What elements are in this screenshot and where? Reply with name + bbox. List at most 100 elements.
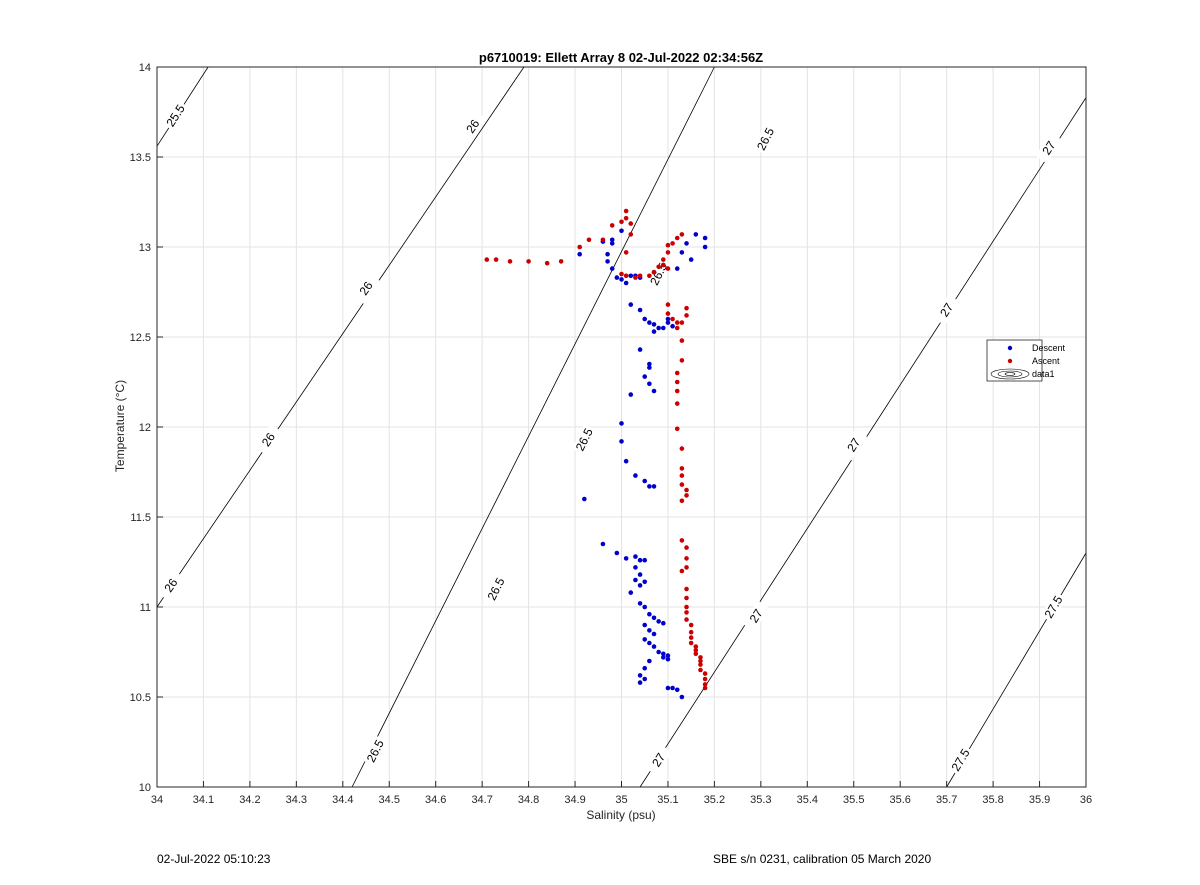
point-ascent (674, 325, 680, 331)
point-ascent (684, 586, 689, 592)
point-ascent (628, 221, 634, 226)
y-tick-label: 12 (139, 422, 151, 434)
point-ascent (679, 498, 685, 504)
y-tick-label: 11.5 (130, 512, 151, 524)
point-ascent (693, 644, 699, 649)
point-ascent (679, 473, 685, 478)
contour-label-bg (362, 735, 388, 767)
point-ascent (684, 595, 689, 601)
point-ascent (674, 379, 680, 385)
point-descent (679, 694, 685, 700)
x-tick-label: 34.9 (564, 794, 585, 806)
chart-title: p6710019: Ellett Array 8 02-Jul-2022 02:… (479, 50, 763, 65)
point-ascent (698, 655, 703, 660)
point-ascent (674, 426, 680, 432)
point-descent (642, 478, 648, 484)
legend: Descent Ascent data1 (986, 339, 1066, 382)
point-ascent (507, 259, 513, 264)
point-ascent (637, 273, 643, 279)
x-tick-label: 35.8 (982, 794, 1003, 806)
point-descent (600, 541, 606, 547)
y-tick-label: 11 (140, 602, 151, 614)
point-ascent (698, 667, 703, 673)
legend-label-data1: data1 (1032, 369, 1055, 379)
point-ascent (493, 257, 499, 262)
contour-label-bg (752, 123, 779, 155)
point-ascent (684, 556, 689, 561)
point-ascent (623, 215, 629, 221)
point-ascent (558, 259, 564, 264)
point-descent (609, 266, 615, 271)
contour-line-26.5 (351, 66, 715, 788)
point-descent (656, 325, 661, 331)
point-descent (633, 473, 638, 478)
contour-label-bg (947, 744, 974, 776)
point-descent (637, 557, 643, 563)
point-ascent (702, 671, 708, 676)
point-ascent (684, 487, 689, 493)
contour-label-bg (352, 272, 380, 304)
point-descent (637, 347, 643, 352)
point-descent (642, 316, 648, 322)
y-tick-label: 12.5 (130, 332, 151, 344)
point-descent (665, 320, 671, 325)
point-descent (656, 619, 661, 624)
point-ascent (684, 604, 689, 610)
point-ascent (684, 313, 689, 318)
point-descent (642, 637, 648, 642)
point-descent (661, 655, 666, 660)
point-descent (651, 484, 657, 489)
point-ascent (684, 305, 689, 311)
point-descent (605, 251, 610, 257)
point-ascent (665, 250, 671, 255)
point-descent (637, 680, 643, 685)
point-ascent (684, 493, 689, 498)
x-tick-label: 34.4 (332, 794, 353, 806)
point-ascent (577, 244, 582, 250)
x-tick-label: 35.6 (889, 794, 910, 806)
y-tick-label: 13 (139, 242, 151, 254)
density-contours: 25.52626262626.526.526.526.526.527272727… (156, 66, 1087, 788)
point-ascent (623, 273, 629, 279)
point-descent (665, 653, 671, 658)
legend-marker-contour-icon (990, 368, 1030, 380)
point-ascent (679, 568, 685, 574)
legend-box (986, 339, 1043, 382)
point-descent (679, 250, 685, 255)
x-tick-label: 34.7 (471, 794, 492, 806)
point-descent (661, 651, 666, 657)
contour-label-bg (742, 600, 770, 632)
point-descent (647, 361, 652, 367)
point-ascent (688, 622, 694, 628)
point-descent (674, 266, 680, 271)
point-descent (623, 280, 629, 286)
point-descent (633, 577, 638, 583)
point-ascent (693, 651, 699, 657)
legend-marker-ascent (1007, 358, 1013, 364)
point-ascent (656, 264, 661, 270)
point-descent (651, 644, 657, 649)
point-descent (647, 365, 652, 370)
point-ascent (679, 538, 685, 543)
point-descent (628, 302, 634, 307)
point-descent (642, 579, 648, 585)
point-descent (661, 620, 666, 626)
point-ascent (693, 647, 699, 653)
x-tick-label: 35.5 (843, 794, 864, 806)
contour-label-bg (459, 110, 487, 142)
point-ascent (679, 320, 685, 325)
point-ascent (679, 338, 685, 343)
point-descent (619, 439, 624, 444)
point-ascent (665, 311, 671, 316)
point-ascent (674, 388, 680, 394)
point-descent (647, 640, 652, 646)
footer-timestamp: 02-Jul-2022 05:10:23 (157, 852, 271, 866)
point-descent (605, 259, 610, 264)
y-tick-label: 10.5 (130, 692, 151, 704)
point-descent (674, 687, 680, 693)
y-axis-label: Temperature (°C) (113, 380, 127, 472)
point-descent (637, 583, 643, 588)
point-descent (665, 685, 671, 691)
contour-label-bg (645, 744, 673, 776)
point-descent (670, 323, 675, 329)
